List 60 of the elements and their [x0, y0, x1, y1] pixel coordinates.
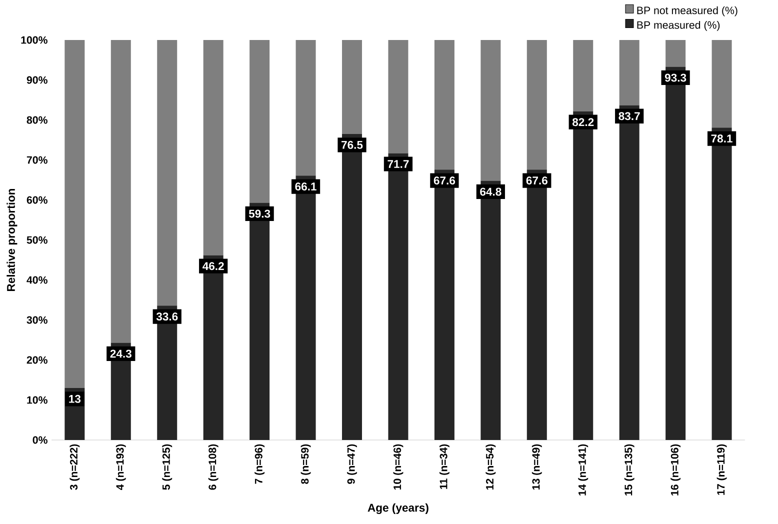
legend-label: BP not measured (%) [637, 6, 738, 16]
data-label: 59.3 [248, 210, 270, 218]
bar [526, 40, 547, 170]
bar [480, 40, 501, 181]
x-tick-label: 3 (n=222) [70, 444, 80, 490]
data-label: 78.1 [711, 134, 732, 143]
data-label: 33.6 [156, 312, 178, 321]
x-tick-label: 4 (n=193) [116, 444, 126, 490]
bar [434, 40, 454, 170]
data-label: 82.2 [572, 118, 594, 126]
data-label: 83.7 [618, 112, 640, 120]
y-tick-label: 20% [26, 356, 48, 364]
x-tick-label: 13 (n=49) [532, 444, 542, 490]
x-tick-label: 11 (n=34) [439, 444, 450, 489]
data-label: 76.5 [341, 140, 363, 149]
bar [157, 40, 178, 306]
bar [342, 40, 362, 134]
data-label: 24.3 [110, 350, 132, 358]
y-tick-label: 50% [26, 236, 48, 244]
x-tick-label: 10 (n=46) [393, 444, 404, 490]
data-label: 46.2 [202, 262, 224, 270]
y-tick-label: 30% [26, 316, 48, 324]
bar [388, 40, 408, 154]
x-tick-label: 5 (n=125) [162, 444, 172, 490]
data-label: 93.3 [664, 74, 686, 82]
legend-label: BP measured (%) [637, 20, 720, 31]
y-tick-label: 10% [27, 396, 48, 404]
x-tick-label: 6 (n=108) [208, 444, 218, 490]
x-tick-label: 7 (n=96) [254, 444, 265, 484]
x-tick-label: 16 (n=106) [670, 444, 681, 496]
data-label: 66.1 [295, 182, 316, 191]
x-axis-title: Age (years) [368, 503, 428, 514]
x-tick-label: 17 (n=119) [716, 444, 727, 495]
y-tick-label: 100% [21, 36, 48, 44]
bar [64, 40, 85, 388]
y-tick-label: 90% [26, 76, 48, 84]
data-label: 64.8 [480, 188, 502, 196]
bar [250, 40, 270, 203]
data-label: 67.6 [434, 176, 456, 185]
x-tick-label: 15 (n=135) [624, 444, 634, 496]
y-tick-label: 80% [26, 116, 48, 124]
y-tick-label: 0% [32, 436, 48, 444]
bar [573, 40, 594, 112]
x-tick-label: 8 (n=59) [300, 444, 311, 484]
x-tick-label: 12 (n=54) [486, 444, 496, 490]
y-tick-label: 40% [26, 276, 48, 284]
bar [296, 40, 316, 176]
y-tick-label: 60% [26, 196, 48, 204]
y-tick-label: 70% [26, 156, 48, 164]
y-axis-title: Relative proportion [6, 188, 18, 292]
data-label: 13 [69, 394, 81, 403]
data-label: 67.6 [526, 176, 548, 185]
x-tick-label: 9 (n=47) [347, 444, 357, 484]
x-tick-label: 14 (n=141) [578, 444, 588, 496]
data-label: 71.7 [388, 160, 409, 168]
bar [203, 40, 224, 256]
bar [110, 40, 131, 343]
bar [619, 40, 640, 106]
bar [712, 40, 732, 128]
bar [666, 40, 686, 67]
